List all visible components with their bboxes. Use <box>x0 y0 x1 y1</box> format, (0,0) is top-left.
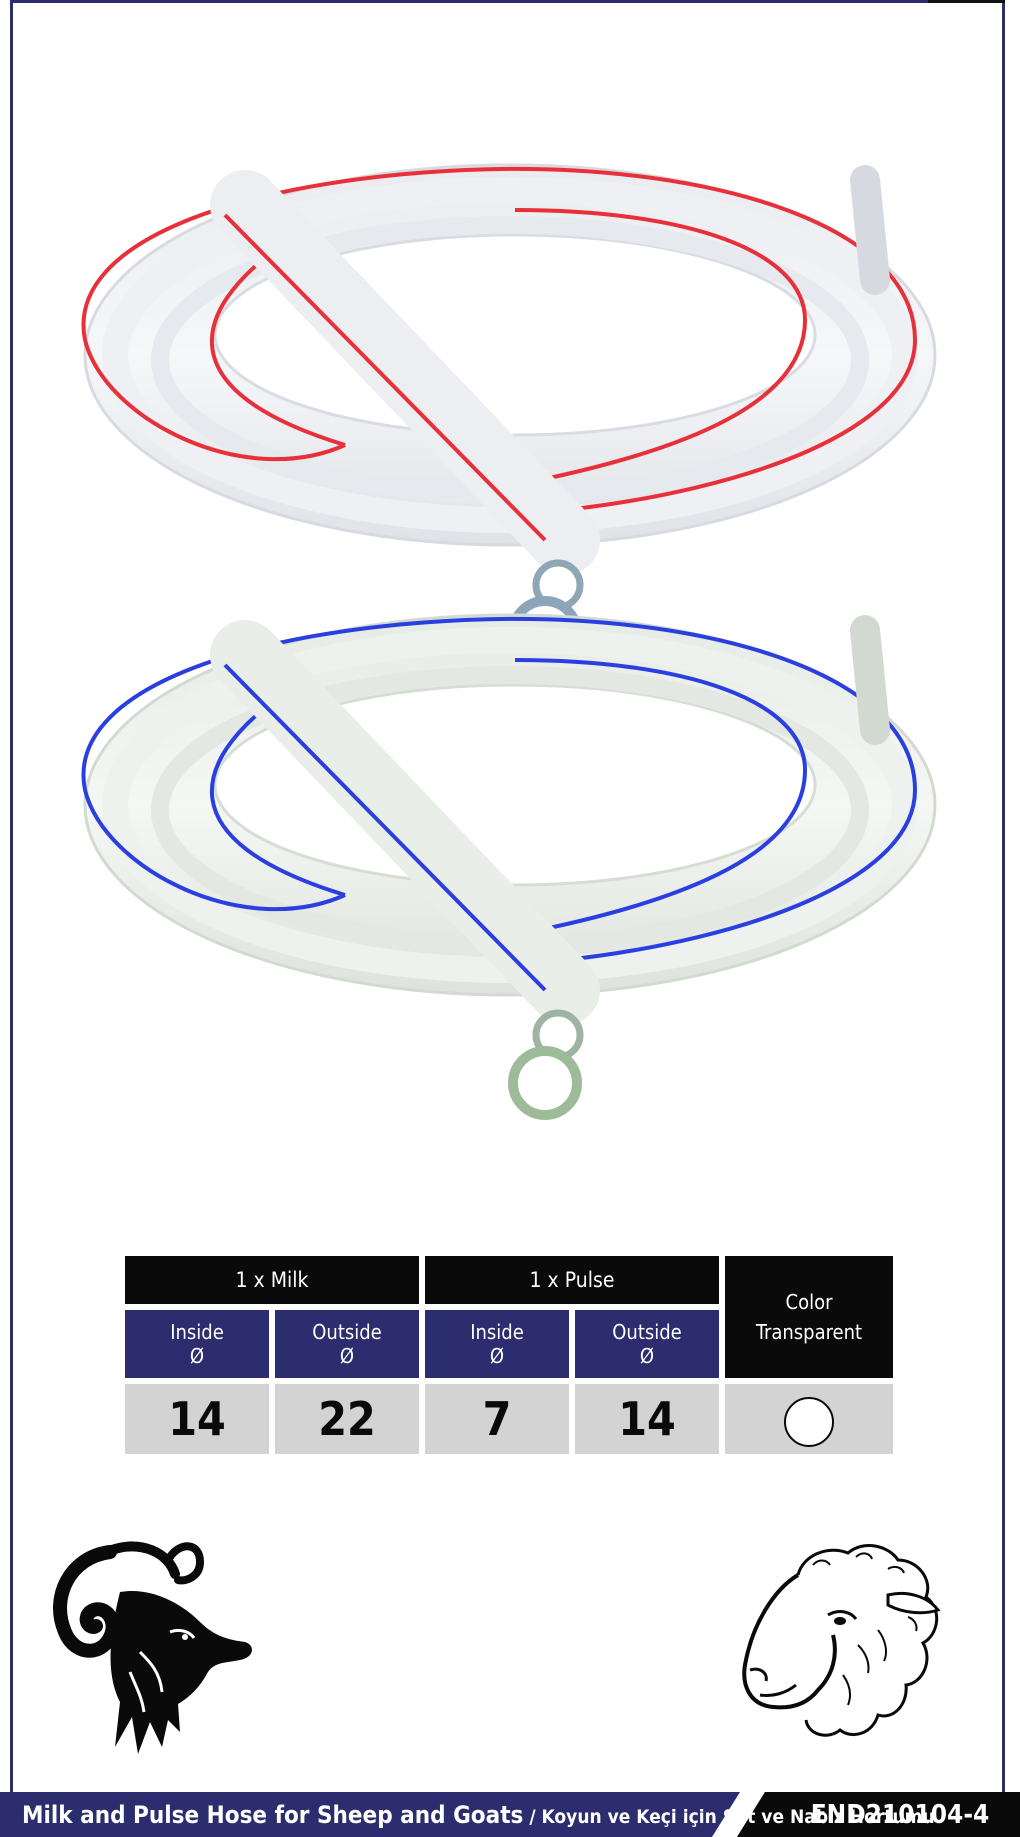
top-tab <box>928 0 1005 3</box>
color-header: Color Transparent <box>725 1256 893 1378</box>
top-border <box>10 0 930 3</box>
color-header-label: Color <box>725 1287 893 1317</box>
blue-stripe-hose-coil <box>83 615 935 1115</box>
pulse-outside-header: Outside Ø <box>575 1310 719 1378</box>
milk-inside-header: Inside Ø <box>125 1310 269 1378</box>
inside-label: Inside <box>425 1320 569 1344</box>
product-image <box>45 100 975 1200</box>
spec-table: 1 x Milk 1 x Pulse Color Transparent Ins… <box>119 1250 899 1460</box>
diameter-symbol: Ø <box>575 1344 719 1368</box>
pulse-outside-value: 14 <box>575 1384 719 1454</box>
ram-head-icon <box>50 1532 255 1757</box>
milk-group-header: 1 x Milk <box>125 1256 419 1304</box>
outside-label: Outside <box>575 1320 719 1344</box>
diameter-symbol: Ø <box>425 1344 569 1368</box>
pulse-inside-value: 7 <box>425 1384 569 1454</box>
footer-title-english: Milk and Pulse Hose for Sheep and Goats <box>22 1801 523 1829</box>
transparent-color-swatch <box>784 1397 834 1447</box>
pulse-group-header: 1 x Pulse <box>425 1256 719 1304</box>
inside-label: Inside <box>125 1320 269 1344</box>
red-stripe-hose-coil <box>83 165 935 665</box>
milk-inside-value: 14 <box>125 1384 269 1454</box>
color-swatch-cell <box>725 1384 893 1454</box>
outside-label: Outside <box>275 1320 419 1344</box>
diameter-symbol: Ø <box>275 1344 419 1368</box>
sheep-head-icon <box>738 1535 948 1755</box>
color-header-value: Transparent <box>725 1317 893 1347</box>
footer-title: Milk and Pulse Hose for Sheep and Goats … <box>22 1797 935 1833</box>
milk-outside-value: 22 <box>275 1384 419 1454</box>
product-code: END210104-4 <box>800 1797 1000 1833</box>
milk-outside-header: Outside Ø <box>275 1310 419 1378</box>
diameter-symbol: Ø <box>125 1344 269 1368</box>
footer-title-separator: / <box>523 1806 541 1828</box>
pulse-inside-header: Inside Ø <box>425 1310 569 1378</box>
